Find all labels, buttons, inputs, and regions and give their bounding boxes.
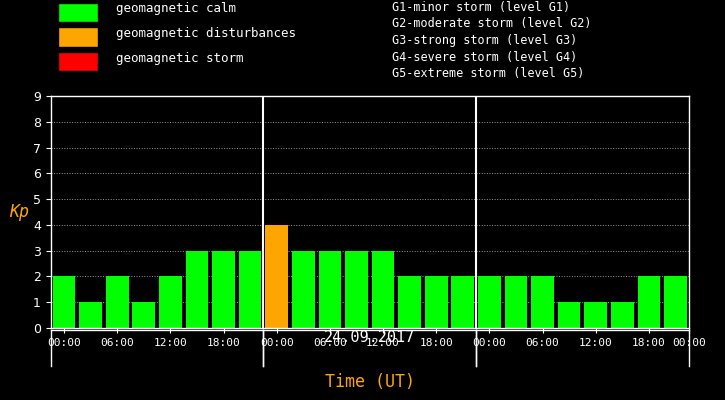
Text: G2-moderate storm (level G2): G2-moderate storm (level G2) xyxy=(392,17,591,30)
Bar xyxy=(292,251,315,328)
FancyBboxPatch shape xyxy=(58,27,98,47)
Bar xyxy=(637,276,660,328)
Text: geomagnetic storm: geomagnetic storm xyxy=(116,52,244,64)
Text: G4-severe storm (level G4): G4-severe storm (level G4) xyxy=(392,51,577,64)
FancyBboxPatch shape xyxy=(58,52,98,71)
Bar xyxy=(265,225,288,328)
Bar xyxy=(584,302,607,328)
Bar xyxy=(212,251,235,328)
Text: Time (UT): Time (UT) xyxy=(325,373,415,391)
Bar xyxy=(478,276,501,328)
Bar xyxy=(398,276,421,328)
Bar xyxy=(505,276,527,328)
Bar xyxy=(133,302,155,328)
Bar xyxy=(372,251,394,328)
Bar xyxy=(611,302,634,328)
Bar xyxy=(664,276,687,328)
Bar xyxy=(531,276,554,328)
Text: G5-extreme storm (level G5): G5-extreme storm (level G5) xyxy=(392,68,584,80)
Bar xyxy=(53,276,75,328)
Bar xyxy=(79,302,102,328)
Bar xyxy=(239,251,262,328)
FancyBboxPatch shape xyxy=(58,3,98,22)
Bar xyxy=(186,251,208,328)
Text: geomagnetic calm: geomagnetic calm xyxy=(116,2,236,15)
Bar xyxy=(106,276,128,328)
Bar xyxy=(159,276,182,328)
Text: 24.09.2017: 24.09.2017 xyxy=(324,330,415,345)
Bar xyxy=(558,302,581,328)
Text: G3-strong storm (level G3): G3-strong storm (level G3) xyxy=(392,34,577,47)
Bar xyxy=(318,251,341,328)
Y-axis label: Kp: Kp xyxy=(9,203,29,221)
Text: G1-minor storm (level G1): G1-minor storm (level G1) xyxy=(392,0,570,14)
Bar xyxy=(345,251,368,328)
Bar xyxy=(425,276,447,328)
Text: geomagnetic disturbances: geomagnetic disturbances xyxy=(116,27,296,40)
Bar xyxy=(452,276,474,328)
